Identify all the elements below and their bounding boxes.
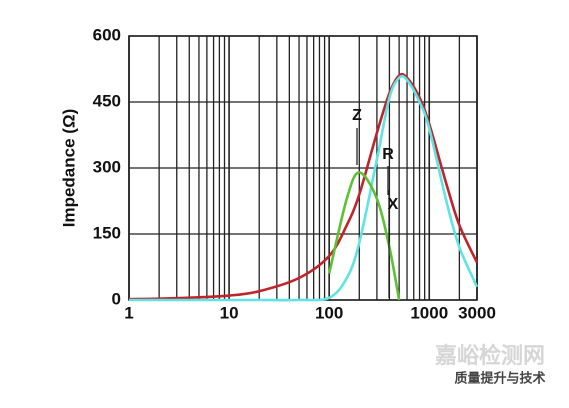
series-line xyxy=(128,74,479,302)
y-tick-label: 150 xyxy=(93,223,121,242)
series-line xyxy=(128,72,479,301)
y-tick-label: 300 xyxy=(93,157,121,176)
y-axis-label: Impedance (Ω) xyxy=(59,109,78,228)
watermark: 质量提升与技术 xyxy=(454,370,545,385)
y-tick-label: 0 xyxy=(112,289,121,308)
series-label: R xyxy=(382,146,394,163)
y-tick-label: 450 xyxy=(93,91,121,110)
x-tick-label: 1 xyxy=(124,303,133,322)
series-label: X xyxy=(388,196,399,213)
x-tick-label: 100 xyxy=(315,303,343,322)
x-tick-label: 10 xyxy=(220,303,239,322)
y-tick-label: 600 xyxy=(93,25,121,44)
series-line xyxy=(327,171,401,301)
series-label: Z xyxy=(352,107,362,124)
watermark: 嘉峪检测网 xyxy=(435,343,545,368)
x-tick-label: 3000 xyxy=(458,303,496,322)
x-tick-label: 1000 xyxy=(410,303,448,322)
